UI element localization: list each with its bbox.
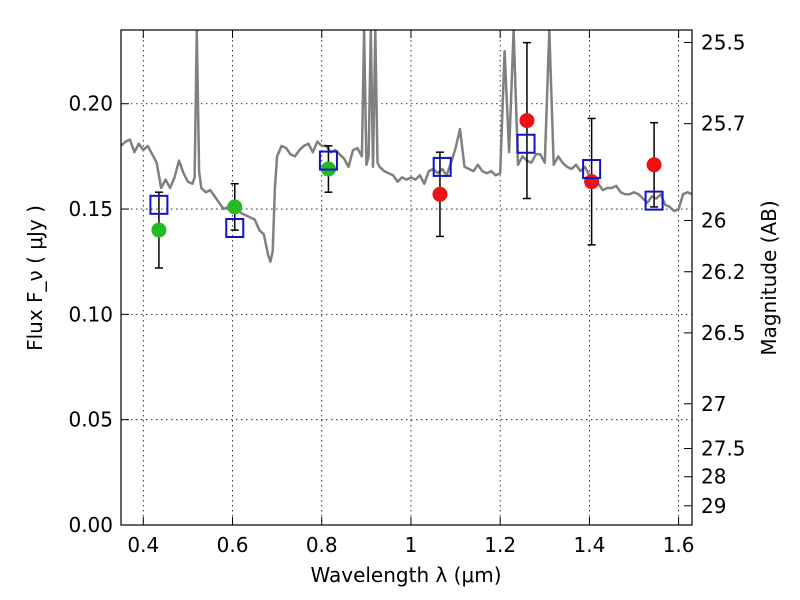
y2-tick-label: 28 bbox=[701, 465, 726, 489]
y2-tick-label: 25.5 bbox=[701, 30, 746, 54]
y-tick-label: 0.10 bbox=[68, 302, 113, 326]
data-point-circle bbox=[584, 174, 600, 190]
ticks: 0.4 0.6 0.8 1 1.2 1.4 1.6 0.00 0.05 0.10 0.15 0.20 2… bbox=[68, 30, 746, 557]
data-layer bbox=[121, 30, 692, 263]
y-tick-label: 0.00 bbox=[68, 513, 113, 537]
spectrum-line bbox=[121, 30, 692, 263]
x-tick-label: 0.4 bbox=[127, 533, 159, 557]
data-point-circle bbox=[432, 186, 448, 202]
data-point-circle bbox=[227, 199, 243, 215]
data-point-square bbox=[644, 190, 664, 211]
x-tick-label: 1.6 bbox=[663, 533, 695, 557]
data-point-square bbox=[516, 133, 536, 154]
data-point-square bbox=[432, 156, 452, 177]
y2-tick-label: 26.2 bbox=[701, 260, 746, 284]
y2-tick-label: 29 bbox=[701, 494, 726, 518]
y2-tick-label: 27.5 bbox=[701, 437, 746, 461]
grid bbox=[121, 30, 692, 526]
error-bars bbox=[154, 41, 659, 269]
x-tick-label: 1 bbox=[405, 533, 418, 557]
y2-axis-label: Magnitude (AB) bbox=[757, 200, 781, 355]
y-tick-label: 0.20 bbox=[68, 92, 113, 116]
x-tick-label: 1.4 bbox=[573, 533, 605, 557]
y-axis-label: Flux F_ν ( μJy ) bbox=[23, 205, 47, 351]
y-tick-label: 0.05 bbox=[68, 408, 113, 432]
y2-tick-label: 25.7 bbox=[701, 112, 746, 136]
x-tick-label: 0.6 bbox=[217, 533, 249, 557]
x-axis-label: Wavelength λ (μm) bbox=[310, 563, 501, 587]
markers bbox=[149, 113, 664, 238]
y2-tick-label: 27 bbox=[701, 392, 726, 416]
data-point-circle bbox=[519, 113, 535, 129]
plot-frame bbox=[120, 29, 693, 526]
data-point-square bbox=[582, 159, 602, 180]
data-point-square bbox=[149, 194, 169, 215]
data-point-square bbox=[318, 150, 338, 171]
x-tick-label: 0.8 bbox=[306, 533, 338, 557]
data-point-square bbox=[225, 218, 245, 238]
data-point-circle bbox=[151, 222, 167, 238]
x-tick-label: 1.2 bbox=[484, 533, 516, 557]
y2-tick-label: 26 bbox=[701, 209, 726, 233]
y-tick-label: 0.15 bbox=[68, 197, 113, 221]
y2-tick-label: 26.5 bbox=[701, 321, 746, 345]
data-point-circle bbox=[646, 157, 662, 173]
